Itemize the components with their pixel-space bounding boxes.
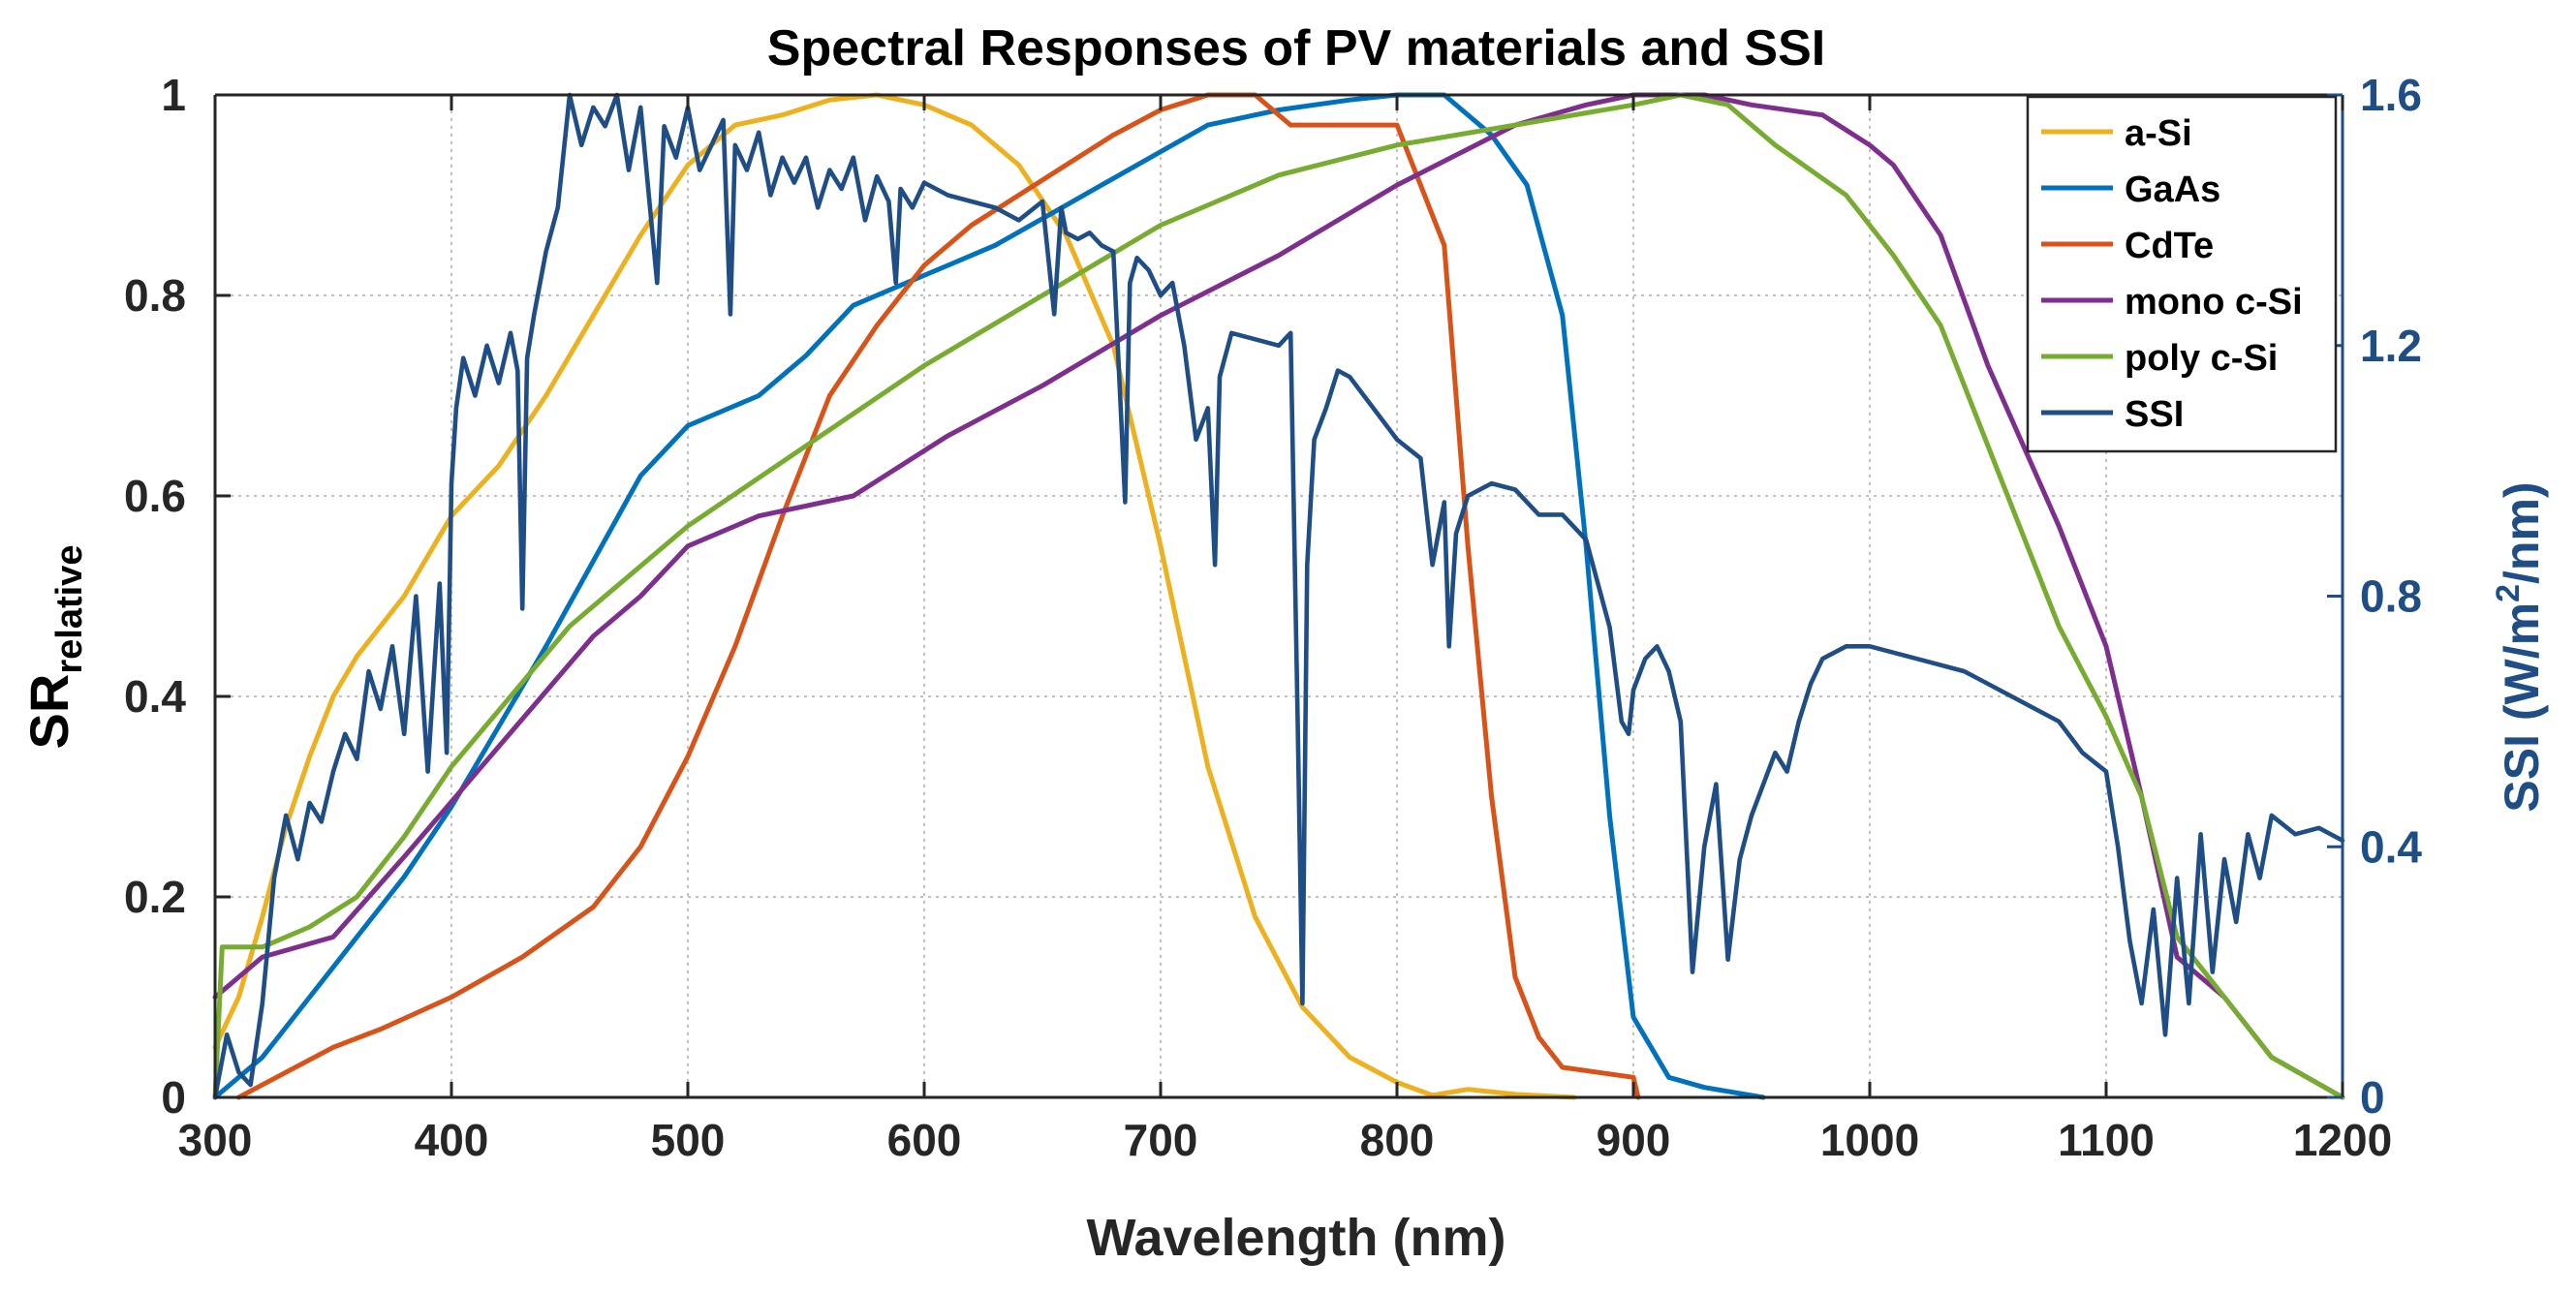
- y-tick-label: 0.8: [124, 270, 186, 321]
- x-tick-label: 800: [1360, 1115, 1435, 1165]
- x-tick-label: 1100: [2058, 1115, 2155, 1165]
- x-tick-label: 600: [887, 1115, 962, 1165]
- y-tick-label: 0: [161, 1072, 186, 1123]
- y-axis-label-subscript: relative: [49, 545, 90, 674]
- y2-tick-label: 0: [2360, 1072, 2385, 1123]
- legend-label: SSI: [2125, 394, 2184, 435]
- y2-tick-label: 1.6: [2360, 70, 2422, 120]
- y-axis-label: SRrelative: [18, 545, 90, 750]
- y2-axis-label-tail: /nm): [2495, 481, 2549, 584]
- y2-axis-label: SSI (W/m2/nm): [2490, 481, 2549, 812]
- axes: 300 400 500 600 700 800 900 1000 1100 120000.20.4…: [124, 70, 2422, 1165]
- grid: [215, 95, 2343, 1097]
- y-tick-label: 1: [161, 70, 186, 120]
- x-tick-label: 1200: [2293, 1115, 2392, 1165]
- x-axis-label: Wavelength (nm): [1086, 1209, 1505, 1267]
- x-tick-label: 700: [1124, 1115, 1198, 1165]
- y2-tick-label: 0.8: [2360, 571, 2422, 622]
- series-layer: [212, 92, 2345, 1100]
- y-axis-label-main: SR: [18, 674, 79, 750]
- legend-label: CdTe: [2125, 226, 2214, 266]
- y-tick-label: 0.6: [124, 471, 186, 521]
- legend: a-Si GaAs CdTe mono c-Si poly c-Si SSI: [2026, 95, 2338, 453]
- legend-label: GaAs: [2125, 169, 2220, 210]
- y2-tick-label: 0.4: [2360, 821, 2422, 872]
- y2-axis-label-superscript: 2: [2490, 584, 2527, 602]
- chart-title: Spectral Responses of PV materials and S…: [767, 20, 1825, 77]
- y2-tick-label: 1.2: [2360, 321, 2422, 371]
- legend-label: a-Si: [2125, 113, 2192, 154]
- series-line-cdte: [235, 92, 1641, 1100]
- x-tick-label: 300: [178, 1115, 253, 1165]
- y2-axis-label-main: SSI (W/m: [2495, 602, 2549, 813]
- legend-label: poly c-Si: [2125, 338, 2278, 379]
- x-tick-label: 400: [415, 1115, 489, 1165]
- y-tick-label: 0.4: [124, 671, 186, 722]
- x-tick-label: 500: [651, 1115, 726, 1165]
- series-line-a-si: [212, 92, 1577, 1100]
- x-tick-label: 900: [1597, 1115, 1671, 1165]
- legend-box: [2026, 95, 2338, 453]
- series-line-mono-c-si: [212, 92, 2345, 1100]
- series-line-ssi: [212, 92, 2345, 1100]
- y-tick-label: 0.2: [124, 872, 186, 922]
- x-tick-label: 1000: [1820, 1115, 1919, 1165]
- series-line-poly-c-si: [212, 92, 2345, 1100]
- legend-label: mono c-Si: [2125, 282, 2303, 323]
